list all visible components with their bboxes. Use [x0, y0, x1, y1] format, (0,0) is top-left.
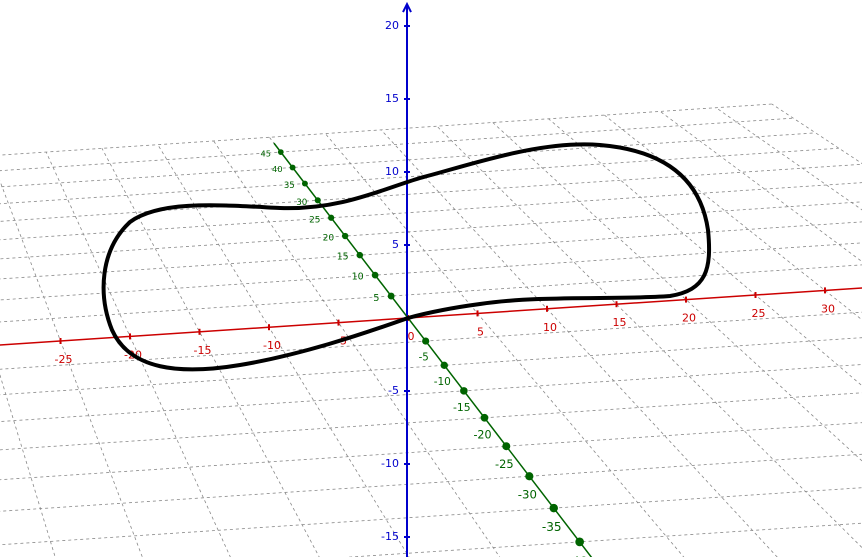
grid-line	[492, 122, 862, 462]
grid-line	[0, 221, 862, 280]
y-tick	[387, 292, 395, 300]
x-tick-label: 15	[613, 316, 627, 329]
y-tick-label: -25	[495, 457, 514, 471]
y-tick-label: 40	[272, 164, 283, 174]
curve	[101, 142, 712, 372]
grid-line	[101, 148, 320, 557]
grid-line	[380, 129, 778, 557]
x-tick-label: -25	[55, 353, 73, 366]
y-tick-label: -10	[434, 376, 451, 388]
z-tick-label: 5	[392, 238, 399, 251]
grid-line	[0, 287, 862, 346]
y-tick	[356, 251, 364, 259]
z-arrow	[402, 1, 412, 13]
y-tick-label: 45	[261, 149, 271, 159]
x-tick-label: 30	[821, 302, 835, 315]
y-tick	[575, 537, 584, 547]
grid-line	[345, 522, 862, 557]
grid-line	[0, 487, 862, 546]
grid-line	[0, 264, 862, 323]
y-tick-label: 10	[352, 272, 364, 283]
z-tick-label: 10	[385, 165, 399, 178]
y-tick-label: 25	[309, 215, 320, 225]
grid-line	[157, 144, 410, 557]
grid-line	[0, 147, 839, 205]
y-tick	[549, 503, 558, 513]
y-tick-label: -40	[567, 553, 587, 557]
y-tick	[371, 271, 379, 279]
z-tick-label: -10	[381, 457, 399, 470]
y-tick	[301, 180, 308, 187]
y-tick-label: 15	[337, 252, 349, 263]
grid-line	[548, 118, 862, 387]
grid-line	[0, 180, 143, 557]
x-tick-label: -10	[263, 339, 281, 352]
y-tick-label: 5	[373, 293, 379, 304]
y-tick-label: 35	[284, 181, 295, 191]
grid-line	[0, 311, 862, 370]
y-tick	[328, 214, 335, 221]
y-tick	[341, 232, 349, 240]
y-tick-label: -20	[473, 429, 491, 442]
grid-line	[0, 422, 862, 481]
grid-line	[0, 182, 862, 241]
grid-line	[0, 453, 862, 512]
grid-line	[213, 140, 501, 557]
grid-line	[45, 151, 231, 557]
grid-line	[0, 103, 772, 156]
y-tick	[314, 197, 321, 204]
grid-line	[604, 114, 862, 321]
grid-line	[436, 125, 862, 549]
grid-line	[715, 107, 862, 211]
z-tick-label: -15	[381, 530, 399, 543]
y-tick	[502, 442, 511, 451]
y-tick	[440, 361, 448, 369]
y-tick-label: -5	[419, 351, 429, 363]
y-tick	[289, 164, 296, 171]
y-tick-label: 30	[296, 198, 307, 208]
y-tick	[525, 472, 534, 481]
y-tick-label: -35	[542, 520, 562, 534]
x-tick-label: -15	[194, 344, 212, 357]
x-tick-label: 5	[477, 325, 484, 338]
y-tick	[460, 387, 468, 395]
y-tick-label: 20	[323, 234, 335, 244]
z-tick-label: 20	[385, 19, 399, 32]
grid-line	[0, 163, 862, 222]
grid-line	[0, 525, 862, 557]
x-tick-label: 20	[682, 312, 696, 325]
grid-line	[0, 373, 56, 557]
x-tick-label: 25	[752, 307, 766, 320]
grid-line	[0, 392, 862, 451]
x-tick-label: 10	[543, 321, 557, 334]
y-tick	[480, 413, 489, 422]
y-tick	[422, 337, 430, 345]
y-tick	[277, 149, 284, 155]
x-tick-label: 0	[408, 330, 415, 343]
z-tick-label: -5	[388, 384, 399, 397]
grid-line	[0, 242, 862, 301]
y-tick-label: -15	[453, 401, 471, 414]
z-tick-label: 15	[385, 92, 399, 105]
grid	[0, 103, 862, 557]
y-tick-label: -30	[518, 488, 537, 502]
